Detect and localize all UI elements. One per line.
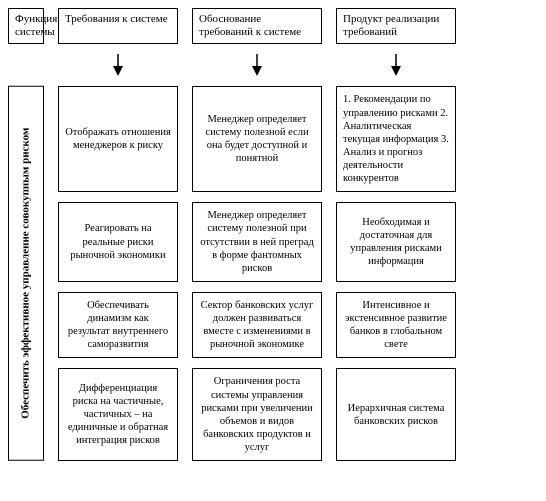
- requirement-cell: Дифференциация риска на частичные, части…: [58, 368, 178, 461]
- product-cell: Иерархичная система банковских рисков: [336, 368, 456, 461]
- column-header-3: Продукт реализации требований: [336, 8, 456, 44]
- product-cell: 1. Рекомендации по управлению рисками 2.…: [336, 86, 456, 192]
- column-header-0: Функция системы: [8, 8, 44, 44]
- justification-cell: Ограничения роста системы управления рис…: [192, 368, 322, 461]
- function-vertical-label: Обеспечить эффективное управление совоку…: [8, 86, 44, 461]
- justification-cell: Менеджер определяет систему полезной есл…: [192, 86, 322, 192]
- header-arrow-icon: [336, 54, 456, 76]
- justification-cell: Менеджер определяет систему полезной при…: [192, 202, 322, 282]
- header-arrow-icon: [192, 54, 322, 76]
- justification-cell: Сектор банковских услуг должен развивать…: [192, 292, 322, 359]
- column-header-1: Требования к системе: [58, 8, 178, 44]
- requirement-cell: Обеспечивать динамизм как результат внут…: [58, 292, 178, 359]
- header-arrow-icon: [58, 54, 178, 76]
- product-cell: Необходимая и достаточная для управления…: [336, 202, 456, 282]
- requirement-cell: Реагировать на реальные риски рыночной э…: [58, 202, 178, 282]
- requirement-cell: Отображать отношения менеджеров к риску: [58, 86, 178, 192]
- product-cell: Интенсивное и экстенсивное развитие банк…: [336, 292, 456, 359]
- column-header-2: Обоснование требований к системе: [192, 8, 322, 44]
